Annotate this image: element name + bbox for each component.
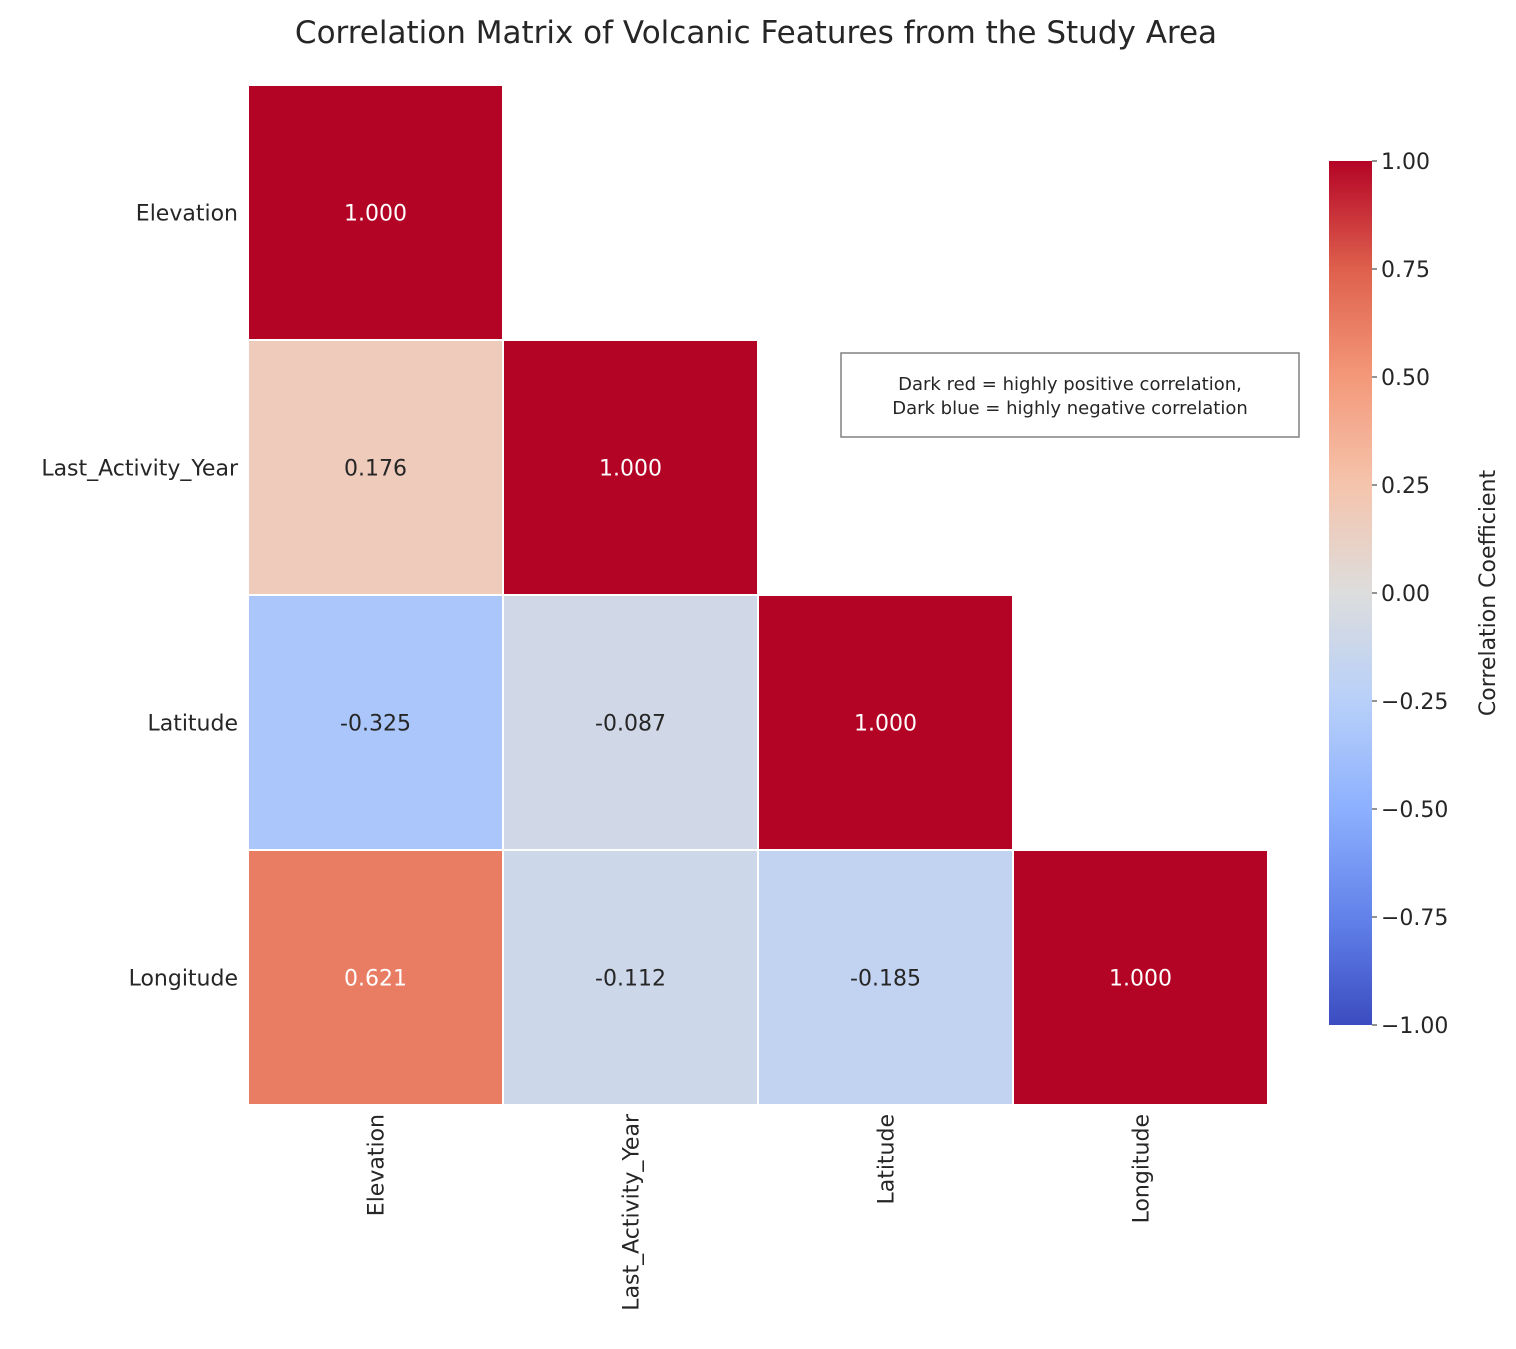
colorbar-tick-label: −0.25 [1381,690,1448,715]
cell-value-label: -0.185 [850,967,921,992]
heatmap-cell-Longitude-Elevation [247,849,504,1106]
x-tick-label: Elevation [365,1114,390,1216]
annotation-box-frame [840,352,1300,438]
heatmap-cell-labels: 1.000 0.176 1.000 -0.325 -0.087 1.000 0.621 -0.… [340,202,1172,992]
x-axis-tick-labels: Elevation Last_Activity_Year Latitude Longi… [365,1113,1155,1311]
cell-value-label: -0.325 [340,712,411,737]
heatmap-cell-Last_Activity_Year-Last_Activity_Year [502,339,759,596]
y-tick-label: Last_Activity_Year [41,457,239,482]
annotation-box: Dark red = highly positive correlation, … [840,352,1300,438]
heatmap-cell-Latitude-Elevation [247,594,504,851]
y-tick-label: Elevation [136,202,238,227]
heatmap-cell-Longitude-Last_Activity_Year [502,849,759,1106]
cell-value-label: 1.000 [599,457,662,482]
y-axis-tick-labels: Elevation Last_Activity_Year Latitude Longi… [41,202,239,992]
cell-value-label: 1.000 [854,712,917,737]
colorbar-tick-label: 0.25 [1381,474,1430,499]
cell-value-label: -0.112 [595,967,666,992]
colorbar-gradient [1329,161,1372,1025]
heatmap-cell-Latitude-Last_Activity_Year [502,594,759,851]
colorbar-tick-label: 0.50 [1381,366,1430,391]
y-tick-label: Longitude [129,967,238,992]
y-tick-label: Latitude [147,712,238,737]
cell-value-label: -0.087 [595,712,666,737]
heatmap-cell-Last_Activity_Year-Elevation [247,339,504,596]
heatmap-cell-Longitude-Latitude [757,849,1014,1106]
heatmap-cell-Longitude-Longitude [1012,849,1269,1106]
colorbar-tick-label: 0.75 [1381,258,1430,283]
heatmap-cell-Latitude-Latitude [757,594,1014,851]
colorbar-ticks: 1.00 0.75 0.50 0.25 0.00 −0.25 −0.50 −0.75 −1.00 [1372,150,1448,1039]
heatmap-cells [247,84,1269,1106]
cell-value-label: 1.000 [344,202,407,227]
colorbar-tick-label: −0.75 [1381,906,1448,931]
heatmap-cell-Elevation-Elevation [247,84,504,341]
cell-value-label: 0.176 [344,457,407,482]
cell-value-label: 0.621 [344,967,407,992]
x-tick-label: Longitude [1130,1114,1155,1223]
annotation-line-1: Dark red = highly positive correlation, [898,374,1242,395]
chart-title: Correlation Matrix of Volcanic Features … [295,15,1217,51]
x-tick-label: Latitude [875,1114,900,1205]
annotation-line-2: Dark blue = highly negative correlation [892,398,1248,419]
colorbar: 1.00 0.75 0.50 0.25 0.00 −0.25 −0.50 −0.75 −1.00… [1329,150,1501,1039]
cell-value-label: 1.000 [1109,967,1172,992]
colorbar-label: Correlation Coefficient [1476,470,1501,717]
x-tick-label: Last_Activity_Year [620,1113,645,1311]
colorbar-tick-label: −0.50 [1381,798,1448,823]
colorbar-tick-label: 0.00 [1381,582,1430,607]
colorbar-tick-label: 1.00 [1381,150,1430,175]
colorbar-tick-label: −1.00 [1381,1014,1448,1039]
